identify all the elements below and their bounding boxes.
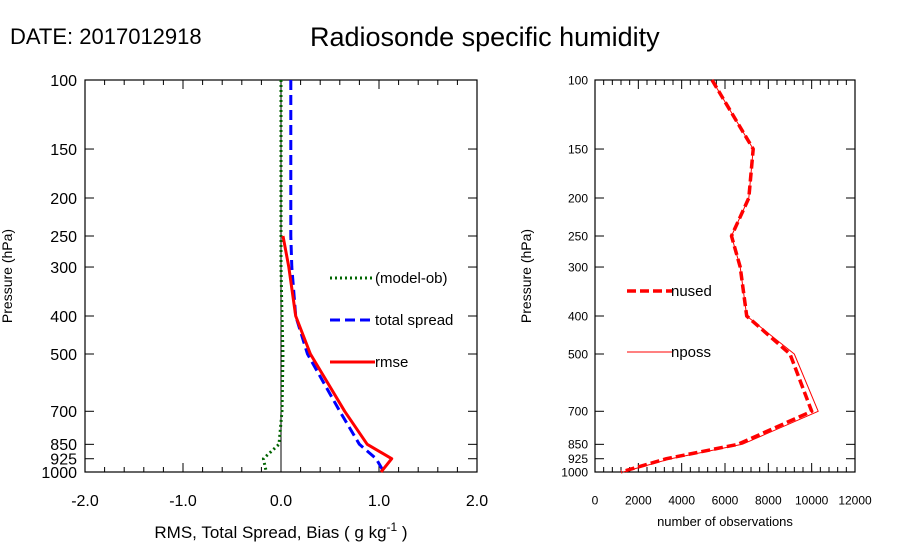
legend: (model-ob) total spread rmse [330, 270, 453, 371]
legend: nused nposs [627, 283, 712, 361]
x-tick-label: 1.0 [368, 493, 390, 510]
x-tick-label: 6000 [712, 493, 739, 507]
series-line-rmse [281, 235, 394, 473]
x-axis-label: number of observations [657, 514, 793, 529]
x-tick-label: 2.0 [466, 493, 488, 510]
y-tick-label: 400 [50, 309, 77, 326]
y-tick-label: 100 [50, 73, 77, 90]
legend-label: nused [671, 283, 712, 300]
y-tick-label: 150 [50, 142, 77, 159]
series-line-nposs [623, 79, 819, 473]
y-tick-label: 925 [50, 451, 77, 468]
x-tick-label: 0 [592, 493, 599, 507]
x-axis-label: RMS, Total Spread, Bias ( g kg-1 ) [154, 520, 407, 542]
legend-label: rmse [375, 354, 408, 371]
legend-label: nposs [671, 344, 711, 361]
y-tick-label: 1000 [561, 465, 588, 479]
series-line-total-spread [289, 80, 386, 473]
x-tick-label: 10000 [795, 493, 829, 507]
y-tick-label: 1000 [41, 465, 77, 482]
x-tick-label: -2.0 [71, 493, 99, 510]
y-tick-label: 200 [568, 191, 588, 205]
y-tick-label: 400 [568, 309, 588, 323]
x-tick-label: 2000 [625, 493, 652, 507]
y-tick-label: 150 [568, 142, 588, 156]
y-tick-label: 500 [568, 347, 588, 361]
series-line-nused [620, 79, 814, 474]
y-tick-label: 250 [568, 229, 588, 243]
y-tick-label: 850 [50, 437, 77, 454]
legend-label: total spread [375, 312, 453, 329]
y-tick-label: 300 [568, 260, 588, 274]
y-tick-label: 700 [50, 404, 77, 421]
x-tick-label: 4000 [668, 493, 695, 507]
y-tick-label: 300 [50, 260, 77, 277]
date-label: DATE: 2017012918 [10, 24, 202, 49]
x-axis-label-end: ) [397, 523, 407, 542]
y-axis-label: Pressure (hPa) [0, 229, 15, 323]
y-axis-label: Pressure (hPa) [518, 229, 534, 323]
chart-title: Radiosonde specific humidity [310, 22, 660, 52]
x-tick-label: -1.0 [169, 493, 197, 510]
series-line-model-ob [261, 80, 285, 473]
y-tick-label: 925 [568, 452, 588, 466]
x-tick-label: 12000 [838, 493, 872, 507]
legend-label: (model-ob) [375, 270, 448, 287]
x-axis-label-superscript: -1 [387, 520, 398, 534]
x-tick-label: 8000 [755, 493, 782, 507]
y-tick-label: 100 [568, 73, 588, 87]
plot-frame [594, 79, 856, 473]
x-tick-label: 0.0 [270, 493, 292, 510]
y-tick-label: 200 [50, 191, 77, 208]
y-tick-label: 850 [568, 438, 588, 452]
y-tick-label: 500 [50, 347, 77, 364]
y-tick-label: 700 [568, 405, 588, 419]
y-tick-label: 250 [50, 229, 77, 246]
